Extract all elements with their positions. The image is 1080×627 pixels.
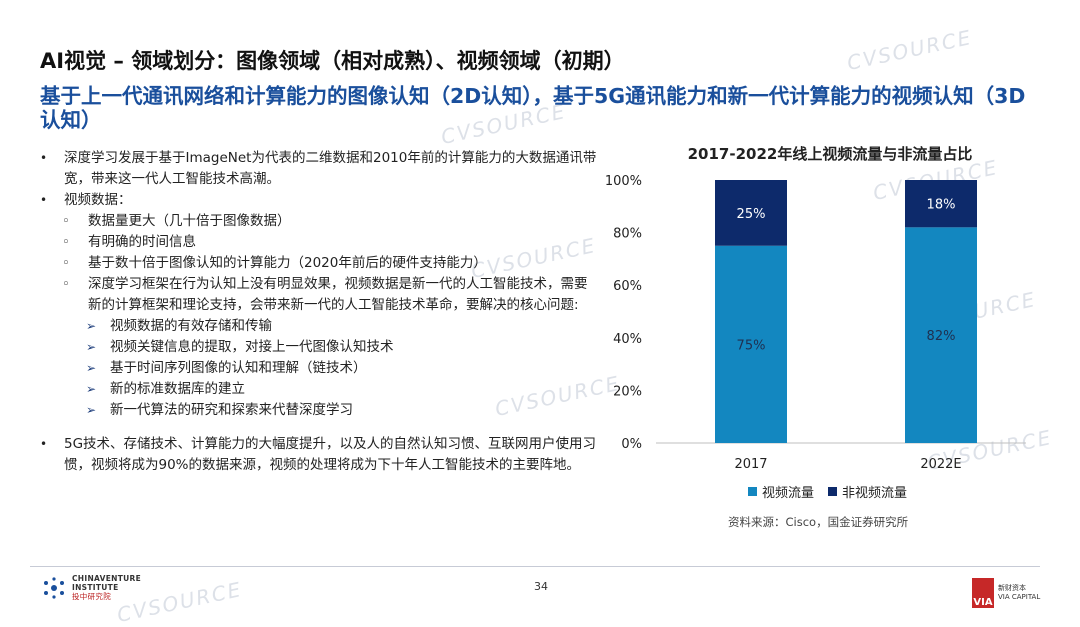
bar-video-2017 <box>715 245 787 443</box>
sub-bullet-item: 数据量更大（几十倍于图像数据） <box>38 211 598 232</box>
legend-item-video: 视频流量 <box>748 482 814 501</box>
legend-swatch-nonvideo <box>828 487 838 496</box>
sub-bullet-item: 深度学习框架在行为认知上没有明显效果，视频数据是新一代的人工智能技术，需要新的计… <box>38 274 598 316</box>
arrow-item: 新的标准数据库的建立 <box>38 379 598 400</box>
arrow-item: 视频关键信息的提取，对接上一代图像认知技术 <box>38 337 598 358</box>
y-tick-label: 0% <box>621 437 642 452</box>
data-label: 18% <box>927 198 956 213</box>
bar-video-2022E <box>905 227 977 443</box>
stacked-bar-chart: 0% 20% 40% 60% 80% 100% 75% 25% 2017 82% 18% 2022E <box>605 174 1026 472</box>
x-tick-label: 2022E <box>920 457 961 472</box>
legend-swatch-video <box>748 487 757 496</box>
y-tick-label: 60% <box>613 279 642 294</box>
bar-nonvideo-2022E <box>905 180 977 228</box>
chinaventure-logo-text: CHINAVENTURE INSTITUTE 投中研究院 <box>72 574 141 601</box>
page-number: 34 <box>534 580 548 593</box>
chart-source: 资料来源：Cisco，国金证券研究所 <box>728 515 909 529</box>
chinaventure-logo: CHINAVENTURE INSTITUTE 投中研究院 <box>42 574 141 601</box>
logo-line: CHINAVENTURE <box>72 574 142 583</box>
via-line: VIA CAPITAL <box>998 593 1041 601</box>
page-title: AI视觉 – 领域划分：图像领域（相对成熟）、视频领域（初期） <box>40 49 625 73</box>
sub-bullet-item: 有明确的时间信息 <box>38 232 598 253</box>
spacer <box>38 421 598 434</box>
bullet-item: 5G技术、存储技术、计算能力的大幅度提升，以及人的自然认知习惯、互联网用户使用习… <box>38 434 598 476</box>
data-label: 75% <box>737 338 766 353</box>
sub-bullet-item: 基于数十倍于图像认知的计算能力（2020年前后的硬件支持能力） <box>38 253 598 274</box>
body-text: 深度学习发展于基于ImageNet为代表的二维数据和2010年前的计算能力的大数… <box>38 148 598 476</box>
bullet-item: 深度学习发展于基于ImageNet为代表的二维数据和2010年前的计算能力的大数… <box>38 148 598 190</box>
x-tick-label: 2017 <box>734 457 767 472</box>
y-tick-label: 20% <box>613 384 642 399</box>
legend-item-nonvideo: 非视频流量 <box>828 482 907 501</box>
arrow-item: 新一代算法的研究和探索来代替深度学习 <box>38 400 598 421</box>
page-subtitle: 基于上一代通讯网络和计算能力的图像认知（2D认知），基于5G通讯能力和新一代计算… <box>40 84 1026 132</box>
data-label: 25% <box>737 207 766 222</box>
chart-title: 2017-2022年线上视频流量与非流量占比 <box>687 145 973 163</box>
via-logo-text: 新财资本 VIA CAPITAL <box>998 584 1040 602</box>
bar-nonvideo-2017 <box>715 180 787 246</box>
logo-line: 投中研究院 <box>72 592 111 601</box>
footer-divider <box>30 566 1040 567</box>
y-tick-label: 80% <box>613 227 642 242</box>
arrow-item: 视频数据的有效存储和传输 <box>38 316 598 337</box>
logo-line: INSTITUTE <box>72 583 119 592</box>
legend-label-video: 视频流量 <box>762 486 815 501</box>
via-line: 新财资本 <box>998 584 1026 592</box>
y-tick-label: 100% <box>605 174 642 189</box>
chart-legend: 视频流量 非视频流量 <box>748 482 907 501</box>
chinaventure-logo-icon <box>44 576 64 599</box>
legend-label-nonvideo: 非视频流量 <box>842 486 908 501</box>
arrow-item: 基于时间序列图像的认知和理解（链技术） <box>38 358 598 379</box>
data-label: 82% <box>927 329 956 344</box>
via-logo: VIA <box>972 578 994 608</box>
watermark: CVSOURCE <box>844 25 975 75</box>
y-tick-label: 40% <box>613 332 642 347</box>
bullet-item: 视频数据： <box>38 190 598 211</box>
